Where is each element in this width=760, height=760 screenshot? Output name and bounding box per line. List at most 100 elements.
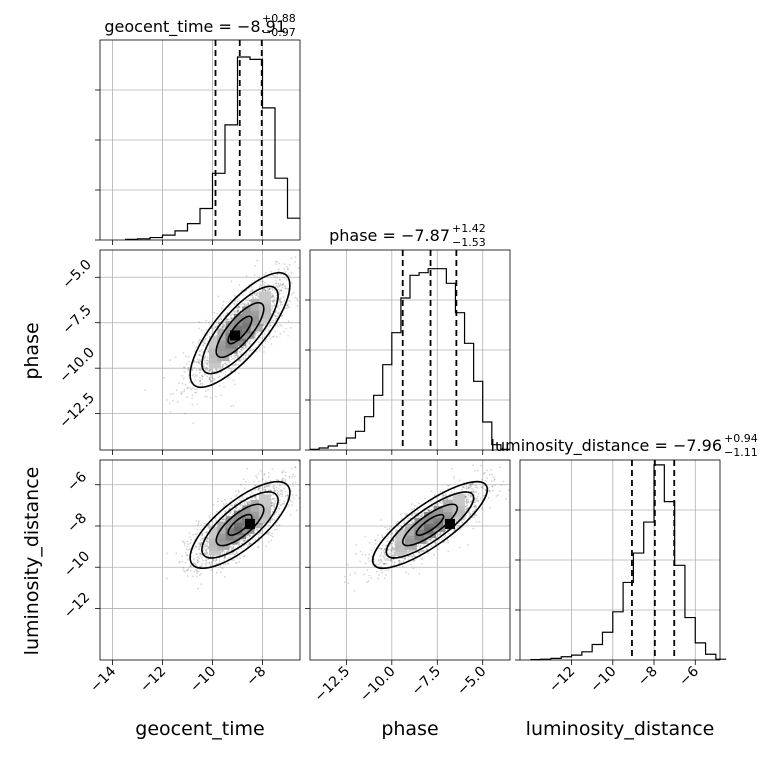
scatter-geocent-time-vs-phase-sample bbox=[306, 270, 308, 272]
scatter-geocent-time-vs-luminosity-distance-sample bbox=[227, 549, 229, 552]
scatter-geocent-time-vs-luminosity-distance-sample bbox=[243, 502, 246, 505]
scatter-geocent-time-vs-phase-sample bbox=[229, 316, 232, 319]
scatter-geocent-time-vs-phase-sample bbox=[257, 295, 260, 298]
scatter-geocent-time-vs-phase-sample bbox=[199, 379, 202, 382]
scatter-geocent-time-vs-luminosity-distance-sample bbox=[215, 558, 218, 561]
scatter-phase-vs-luminosity-distance-sample bbox=[417, 552, 420, 555]
scatter-geocent-time-vs-phase-sample bbox=[238, 306, 241, 309]
scatter-geocent-time-vs-phase-sample bbox=[198, 380, 201, 383]
scatter-geocent-time-vs-luminosity-distance-sample bbox=[273, 503, 276, 505]
scatter-geocent-time-vs-luminosity-distance-sample bbox=[208, 523, 210, 526]
scatter-phase-vs-luminosity-distance-sample bbox=[432, 500, 435, 502]
scatter-geocent-time-vs-luminosity-distance-sample bbox=[205, 552, 207, 554]
scatter-geocent-time-vs-luminosity-distance-sample bbox=[207, 558, 210, 561]
scatter-geocent-time-vs-luminosity-distance-sample bbox=[195, 533, 198, 536]
scatter-geocent-time-vs-luminosity-distance-sample bbox=[279, 489, 282, 492]
scatter-geocent-time-vs-luminosity-distance-sample bbox=[218, 560, 221, 563]
scatter-geocent-time-vs-luminosity-distance-sample bbox=[272, 497, 274, 500]
scatter-geocent-time-vs-phase-sample bbox=[191, 368, 194, 371]
scatter-geocent-time-vs-luminosity-distance-sample bbox=[248, 541, 251, 544]
scatter-geocent-time-vs-luminosity-distance-sample bbox=[270, 504, 273, 507]
scatter-phase-vs-luminosity-distance-sample bbox=[343, 575, 346, 578]
scatter-geocent-time-vs-luminosity-distance-sample bbox=[233, 553, 236, 556]
scatter-geocent-time-vs-luminosity-distance-sample bbox=[281, 471, 283, 474]
scatter-geocent-time-vs-phase-sample bbox=[285, 328, 288, 330]
scatter-geocent-time-vs-phase-sample bbox=[201, 377, 204, 380]
scatter-geocent-time-vs-luminosity-distance-sample bbox=[220, 551, 223, 554]
scatter-geocent-time-vs-luminosity-distance-sample bbox=[244, 503, 247, 506]
scatter-phase-vs-luminosity-distance-sample bbox=[411, 555, 414, 558]
scatter-geocent-time-vs-luminosity-distance-sample bbox=[181, 540, 184, 543]
scatter-geocent-time-vs-phase-sample bbox=[277, 313, 280, 315]
scatter-geocent-time-vs-phase-sample bbox=[210, 368, 213, 371]
scatter-phase-vs-luminosity-distance-sample bbox=[370, 576, 372, 579]
scatter-geocent-time-vs-luminosity-distance-sample bbox=[267, 524, 270, 527]
panel-layer: −12 −10 −8 −6−12.5−10.0−7.5−5.0−14 −12 −10 −8−… bbox=[56, 39, 727, 705]
scatter-geocent-time-vs-luminosity-distance-sample bbox=[230, 497, 233, 500]
scatter-geocent-time-vs-luminosity-distance-sample bbox=[203, 547, 206, 550]
scatter-phase-vs-luminosity-distance-sample bbox=[377, 563, 380, 565]
scatter-phase-vs-luminosity-distance-sample bbox=[391, 547, 393, 550]
scatter-phase-vs-luminosity-distance-sample bbox=[386, 558, 389, 561]
scatter-geocent-time-vs-luminosity-distance-sample bbox=[279, 493, 282, 495]
scatter-geocent-time-vs-luminosity-distance-sample bbox=[195, 553, 198, 556]
scatter-geocent-time-vs-phase-sample bbox=[263, 283, 265, 285]
scatter-geocent-time-vs-luminosity-distance-sample bbox=[236, 501, 239, 504]
scatter-geocent-time-vs-luminosity-distance-sample bbox=[206, 545, 209, 547]
scatter-phase-vs-luminosity-distance-sample bbox=[461, 486, 464, 489]
scatter-geocent-time-vs-phase-sample bbox=[213, 370, 215, 373]
scatter-phase-vs-luminosity-distance-sample bbox=[420, 515, 423, 518]
scatter-geocent-time-vs-luminosity-distance-sample bbox=[202, 545, 205, 548]
scatter-phase-vs-luminosity-distance-sample bbox=[467, 487, 470, 490]
scatter-geocent-time-vs-luminosity-distance-sample bbox=[275, 524, 278, 527]
scatter-phase-vs-luminosity-distance-sample bbox=[380, 519, 383, 521]
scatter-geocent-time-vs-phase-sample bbox=[233, 295, 236, 297]
scatter-phase-vs-luminosity-distance-sample bbox=[383, 558, 386, 560]
scatter-geocent-time-vs-phase-sample bbox=[205, 390, 207, 393]
scatter-phase-vs-luminosity-distance-sample bbox=[453, 475, 456, 478]
scatter-geocent-time-vs-luminosity-distance-sample bbox=[273, 505, 275, 508]
scatter-geocent-time-vs-phase-sample bbox=[296, 305, 299, 307]
scatter-phase-vs-luminosity-distance-sample bbox=[493, 478, 496, 480]
scatter-geocent-time-vs-luminosity-distance-ytick-label: −12 bbox=[61, 590, 93, 622]
scatter-geocent-time-vs-phase-sample bbox=[263, 333, 266, 335]
scatter-geocent-time-vs-phase-sample bbox=[188, 369, 190, 372]
scatter-geocent-time-vs-luminosity-distance-sample bbox=[257, 473, 260, 475]
scatter-phase-vs-luminosity-distance-sample bbox=[383, 547, 386, 550]
scatter-geocent-time-vs-phase-sample bbox=[278, 262, 281, 265]
scatter-geocent-time-vs-phase-sample bbox=[235, 363, 237, 366]
scatter-geocent-time-vs-luminosity-distance-sample bbox=[272, 487, 275, 490]
scatter-geocent-time-vs-luminosity-distance-sample bbox=[265, 545, 267, 548]
scatter-geocent-time-vs-phase-sample bbox=[318, 274, 320, 276]
scatter-phase-vs-luminosity-distance-sample bbox=[381, 536, 384, 539]
scatter-geocent-time-vs-luminosity-distance-sample bbox=[198, 574, 201, 576]
scatter-geocent-time-vs-phase-sample bbox=[168, 402, 171, 405]
scatter-geocent-time-vs-phase-sample bbox=[274, 311, 277, 314]
scatter-geocent-time-vs-phase-sample bbox=[230, 358, 233, 360]
scatter-geocent-time-vs-phase-sample bbox=[276, 260, 279, 263]
scatter-geocent-time-vs-phase-sample bbox=[239, 350, 242, 353]
scatter-phase-vs-luminosity-distance-sample bbox=[467, 486, 470, 489]
scatter-phase-vs-luminosity-distance-sample bbox=[403, 558, 406, 560]
scatter-geocent-time-vs-phase-sample bbox=[296, 297, 298, 300]
scatter-geocent-time-vs-phase-sample bbox=[283, 300, 286, 303]
scatter-phase-vs-luminosity-distance-sample bbox=[444, 493, 447, 496]
scatter-geocent-time-vs-luminosity-distance-sample bbox=[271, 504, 274, 507]
scatter-geocent-time-vs-luminosity-distance-sample bbox=[185, 548, 188, 551]
scatter-geocent-time-vs-luminosity-distance-sample bbox=[225, 514, 228, 517]
scatter-phase-vs-luminosity-distance-sample bbox=[390, 558, 393, 561]
scatter-geocent-time-vs-phase-sample bbox=[263, 273, 266, 276]
scatter-geocent-time-vs-luminosity-distance-sample bbox=[224, 563, 227, 566]
scatter-phase-vs-luminosity-distance-sample bbox=[407, 517, 410, 520]
scatter-geocent-time-vs-luminosity-distance-sample bbox=[175, 552, 178, 555]
scatter-geocent-time-vs-phase-sample bbox=[255, 331, 258, 333]
scatter-phase-vs-luminosity-distance-sample bbox=[398, 562, 401, 564]
scatter-phase-vs-luminosity-distance-sample bbox=[413, 505, 416, 507]
scatter-geocent-time-vs-luminosity-distance-sample bbox=[257, 489, 260, 492]
scatter-geocent-time-vs-phase-sample bbox=[286, 265, 288, 268]
scatter-geocent-time-vs-luminosity-distance-sample bbox=[280, 490, 282, 493]
scatter-geocent-time-vs-luminosity-distance-sample bbox=[218, 516, 221, 519]
scatter-geocent-time-vs-phase-sample bbox=[282, 283, 284, 285]
scatter-geocent-time-vs-phase-sample bbox=[238, 284, 241, 286]
scatter-geocent-time-vs-phase-sample bbox=[239, 360, 242, 363]
